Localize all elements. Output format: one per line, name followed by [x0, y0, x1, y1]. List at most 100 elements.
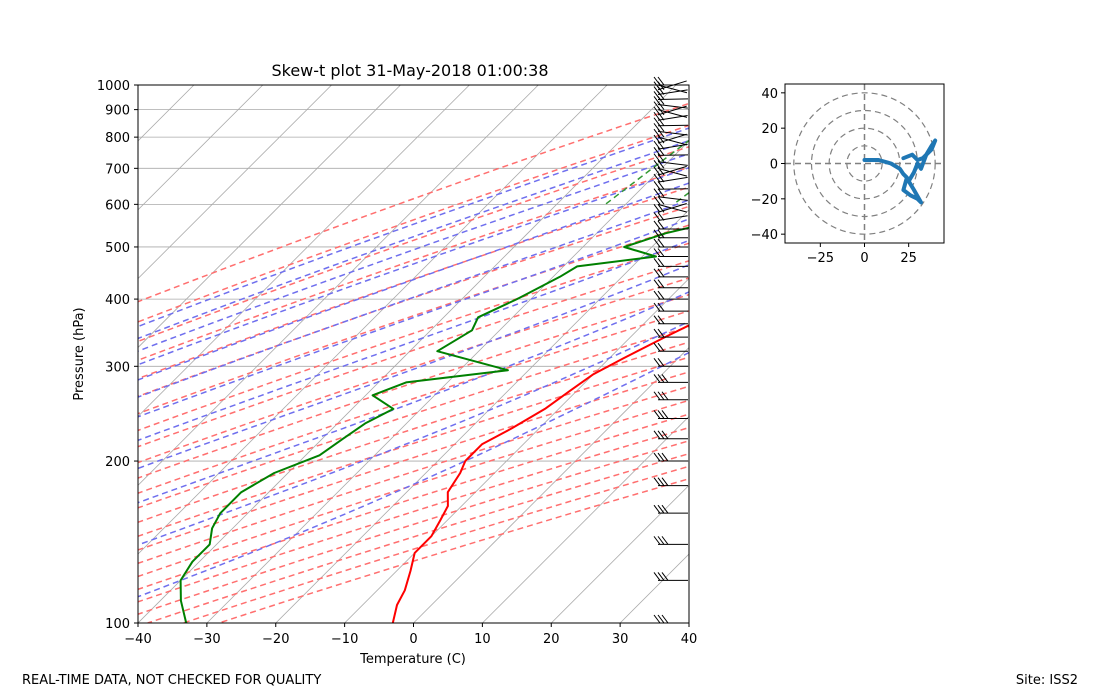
barb-flag	[657, 342, 665, 352]
x-tick-label: 20	[543, 632, 560, 647]
barb-flag	[657, 504, 665, 514]
wind-barb	[653, 302, 688, 312]
isotherm-line	[206, 140, 689, 623]
barb-flag	[653, 220, 661, 230]
isotherm-line	[138, 85, 401, 349]
barb-flag	[653, 86, 661, 95]
barb-flag	[661, 572, 669, 581]
dry-adiabat	[147, 452, 689, 623]
skewt-series	[179, 226, 689, 623]
hodograph-trace	[862, 138, 938, 205]
barb-flag	[653, 188, 661, 197]
barb-flag	[653, 140, 661, 150]
y-tick-label: 700	[105, 162, 130, 177]
y-tick-label: 900	[105, 104, 130, 119]
barb-flag	[657, 268, 665, 278]
wind-barb	[653, 290, 688, 300]
x-tick-label: −10	[331, 632, 358, 647]
barb-flag	[653, 430, 661, 440]
barb-shaft	[657, 109, 688, 118]
moist-adiabat	[138, 127, 689, 328]
barb-shaft	[657, 203, 688, 213]
x-axis-label: Temperature (C)	[359, 652, 466, 667]
isotherm-line	[619, 553, 689, 623]
barb-flag	[653, 96, 661, 105]
barb-flag	[657, 238, 665, 248]
skewt-background-lines	[0, 85, 1100, 623]
barb-flag	[653, 374, 661, 383]
barb-flag	[661, 374, 669, 383]
y-axis-label: Pressure (hPa)	[72, 307, 87, 400]
barb-flag	[657, 315, 665, 325]
barb-flag	[653, 315, 661, 325]
moist-adiabat	[138, 166, 689, 366]
skewt-axes-frame	[137, 84, 690, 624]
isotherm-line	[138, 85, 195, 142]
barb-flag	[657, 220, 665, 230]
isotherm-line	[551, 484, 689, 623]
barb-flag	[653, 536, 661, 545]
barb-flag	[657, 203, 665, 213]
barb-flag	[661, 410, 669, 419]
moist-adiabat	[138, 218, 689, 418]
barb-flag	[653, 101, 661, 110]
mixing-ratio-line	[922, 85, 1097, 204]
hodo-y-tick-label: −40	[751, 228, 778, 243]
y-tick-label: 400	[105, 293, 130, 308]
skewt-plot: −40 −30 −20 −10 0 10 20 30 401000900800700600500…	[0, 61, 1100, 667]
dry-adiabat	[138, 356, 689, 538]
barb-flag	[657, 196, 665, 205]
barb-shaft	[657, 84, 688, 94]
wind-barb	[653, 342, 688, 352]
barb-flag	[661, 536, 669, 545]
wind-barb	[653, 76, 688, 94]
barb-flag	[653, 147, 661, 156]
barb-flag	[653, 410, 661, 419]
barb-flag	[653, 153, 661, 163]
barb-flag	[657, 477, 665, 486]
barb-flag	[653, 173, 661, 183]
barb-flag	[653, 358, 661, 367]
barb-flag	[653, 248, 661, 257]
mixing-ratio-line	[945, 85, 1100, 204]
barb-flag	[657, 212, 665, 221]
quality-disclaimer: REAL-TIME DATA, NOT CHECKED FOR QUALITY	[22, 673, 322, 688]
moist-adiabat	[138, 139, 689, 340]
wind-barb	[653, 410, 688, 419]
mixing-ratio-line	[893, 85, 1066, 204]
moist-adiabat	[138, 351, 689, 598]
barb-flag	[657, 248, 665, 257]
moist-adiabat	[138, 320, 689, 546]
barb-flag	[657, 328, 665, 338]
hodo-x-tick-label: −25	[807, 251, 834, 266]
wind-barb	[653, 212, 688, 221]
hodograph-ticks: −25 0 25 −40 −20 0 20 40	[751, 87, 917, 266]
x-tick-label: 10	[474, 632, 491, 647]
mixing-ratio-line	[853, 85, 1024, 204]
wind-barb	[653, 430, 688, 440]
barb-flag	[657, 410, 665, 419]
wind-barb	[653, 358, 688, 367]
barb-flag	[657, 180, 665, 190]
isotherm-line	[138, 85, 264, 211]
wind-barb	[653, 258, 688, 267]
barb-flag	[653, 212, 661, 221]
y-tick-label: 500	[105, 241, 130, 256]
hodo-y-tick-label: −20	[751, 193, 778, 208]
wind-barb	[653, 188, 688, 201]
barb-flag	[661, 614, 669, 624]
mixing-ratio-line	[965, 85, 1100, 204]
barb-flag	[657, 614, 665, 624]
y-tick-label: 800	[105, 131, 130, 146]
moist-adiabat	[138, 152, 689, 352]
moist-adiabat	[138, 199, 689, 398]
barb-flag	[657, 358, 665, 367]
wind-barb	[653, 572, 688, 581]
barb-shaft	[657, 124, 689, 127]
wind-barb	[653, 315, 688, 325]
barb-flag	[661, 452, 669, 462]
isotherm-line	[0, 85, 56, 623]
barb-shaft	[657, 130, 688, 136]
barb-flag	[653, 196, 661, 205]
